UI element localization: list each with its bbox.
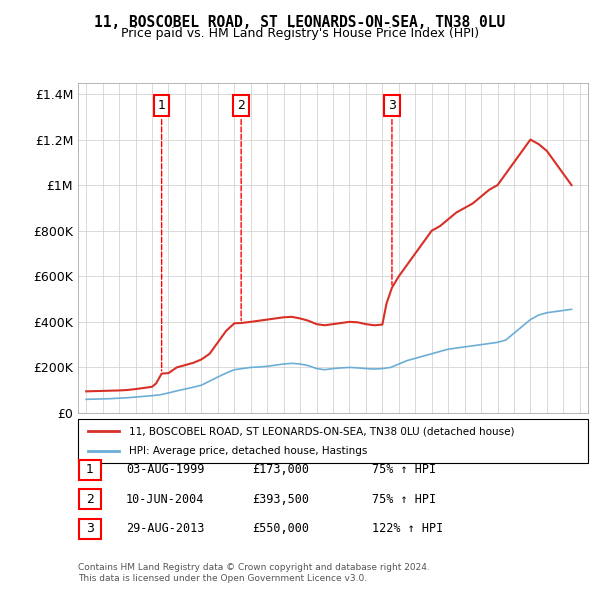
Text: 1: 1 [86, 463, 94, 476]
Text: Contains HM Land Registry data © Crown copyright and database right 2024.: Contains HM Land Registry data © Crown c… [78, 563, 430, 572]
Text: £173,000: £173,000 [252, 463, 309, 476]
Text: 11, BOSCOBEL ROAD, ST LEONARDS-ON-SEA, TN38 0LU (detached house): 11, BOSCOBEL ROAD, ST LEONARDS-ON-SEA, T… [129, 427, 515, 436]
Text: 75% ↑ HPI: 75% ↑ HPI [372, 493, 436, 506]
Text: 1: 1 [158, 99, 166, 371]
Text: 3: 3 [86, 522, 94, 535]
FancyBboxPatch shape [79, 519, 101, 539]
FancyBboxPatch shape [79, 460, 101, 480]
Text: 10-JUN-2004: 10-JUN-2004 [126, 493, 205, 506]
Text: 3: 3 [388, 99, 396, 285]
Text: HPI: Average price, detached house, Hastings: HPI: Average price, detached house, Hast… [129, 446, 367, 455]
Text: 2: 2 [86, 493, 94, 506]
Text: 75% ↑ HPI: 75% ↑ HPI [372, 463, 436, 476]
Text: This data is licensed under the Open Government Licence v3.0.: This data is licensed under the Open Gov… [78, 574, 367, 583]
FancyBboxPatch shape [78, 419, 588, 463]
Text: 122% ↑ HPI: 122% ↑ HPI [372, 522, 443, 535]
FancyBboxPatch shape [79, 489, 101, 509]
Text: 03-AUG-1999: 03-AUG-1999 [126, 463, 205, 476]
Text: 2: 2 [237, 99, 245, 320]
Text: £393,500: £393,500 [252, 493, 309, 506]
Text: 11, BOSCOBEL ROAD, ST LEONARDS-ON-SEA, TN38 0LU: 11, BOSCOBEL ROAD, ST LEONARDS-ON-SEA, T… [94, 15, 506, 30]
Text: 29-AUG-2013: 29-AUG-2013 [126, 522, 205, 535]
Text: £550,000: £550,000 [252, 522, 309, 535]
Text: Price paid vs. HM Land Registry's House Price Index (HPI): Price paid vs. HM Land Registry's House … [121, 27, 479, 40]
